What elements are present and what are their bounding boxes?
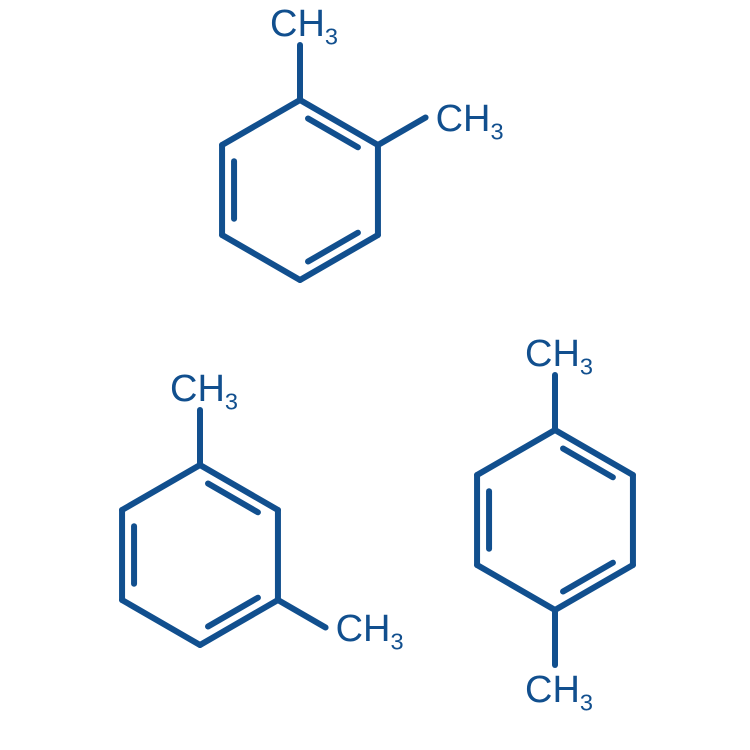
methyl-label: CH3 bbox=[336, 610, 404, 648]
methyl-label: CH3 bbox=[525, 335, 593, 373]
methyl-label: CH3 bbox=[525, 671, 593, 709]
methyl-label: CH3 bbox=[436, 100, 504, 138]
methyl-label: CH3 bbox=[170, 370, 238, 408]
methyl-label: CH3 bbox=[270, 5, 338, 43]
